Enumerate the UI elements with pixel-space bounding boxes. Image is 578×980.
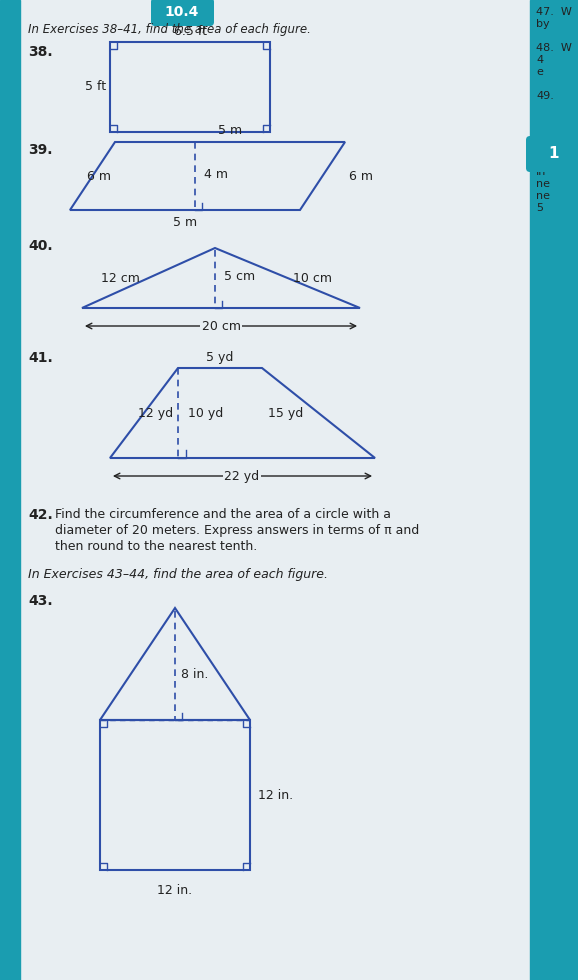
Text: e: e [536,67,543,77]
Text: 8 in.: 8 in. [181,667,209,680]
Bar [530,0,578,980]
FancyBboxPatch shape [151,0,214,26]
Text: 39.: 39. [28,143,53,157]
Text: In Exercises 43–44, find the area of each figure.: In Exercises 43–44, find the area of eac… [28,568,328,581]
Text: 5 m: 5 m [218,124,242,137]
Bar [100,720,250,870]
Text: 4: 4 [536,55,543,65]
Text: 5 cm: 5 cm [224,270,255,282]
Text: 5 yd: 5 yd [206,351,234,364]
Text: 5 ft: 5 ft [85,80,106,93]
Text: 41.: 41. [28,351,53,365]
Text: In Exercises 38–41, find the area of each figure.: In Exercises 38–41, find the area of eac… [28,24,311,36]
Text: by: by [536,19,550,29]
Text: 5: 5 [536,203,543,213]
Text: 5 m: 5 m [173,216,197,229]
Text: 48.  W: 48. W [536,43,572,53]
Text: ne: ne [536,179,550,189]
Text: 43.: 43. [28,594,53,608]
Text: 15 yd: 15 yd [268,407,303,419]
Text: 6.5 ft: 6.5 ft [173,25,206,38]
Text: 49.: 49. [536,91,554,101]
Text: diameter of 20 meters. Express answers in terms of π and: diameter of 20 meters. Express answers i… [55,524,419,537]
Text: 10.4: 10.4 [165,5,199,19]
Text: 6 m: 6 m [349,170,373,182]
Text: 12 in.: 12 in. [258,789,293,802]
Bar [110,42,270,132]
Text: 6 m: 6 m [87,170,111,182]
Bar [0,0,20,980]
Text: 12 yd: 12 yd [138,407,173,419]
Text: 40.: 40. [28,239,53,253]
Text: 10 yd: 10 yd [188,407,223,419]
Text: 1: 1 [549,146,560,162]
Text: ne: ne [536,191,550,201]
Text: 4 m: 4 m [204,169,228,181]
Text: 22 yd: 22 yd [224,469,260,482]
Text: 10 cm: 10 cm [293,271,332,284]
Text: then round to the nearest tenth.: then round to the nearest tenth. [55,540,257,553]
Text: 12 cm: 12 cm [101,271,140,284]
Text: 42.: 42. [28,508,53,522]
Text: 47.  W: 47. W [536,7,572,17]
Text: Find the circumference and the area of a circle with a: Find the circumference and the area of a… [55,508,391,521]
Text: In: In [536,167,546,177]
Text: 20 cm: 20 cm [202,319,240,332]
FancyBboxPatch shape [526,136,578,172]
Text: 38.: 38. [28,45,53,59]
Text: 1: 1 [536,143,543,153]
Text: 12 in.: 12 in. [157,884,192,897]
